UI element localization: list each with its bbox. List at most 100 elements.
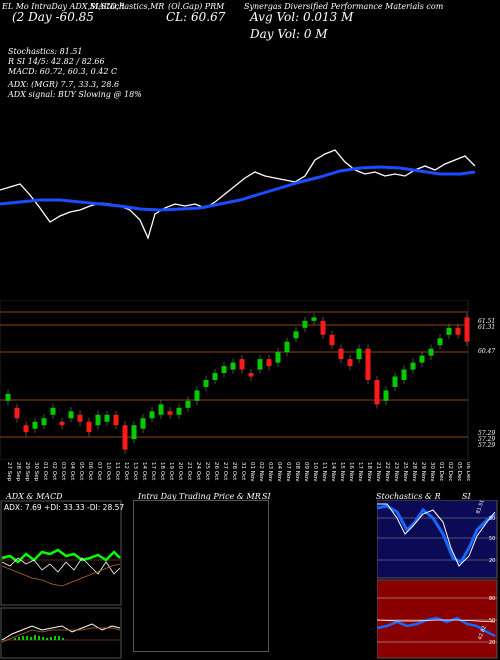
date-label: 26 Oct — [213, 462, 219, 481]
candle-body — [167, 411, 173, 415]
date-label: 28 Oct — [231, 462, 237, 481]
date-label: 02 Dec — [447, 462, 453, 481]
date-label: 27 Oct — [222, 462, 228, 481]
candle-body — [428, 348, 434, 356]
adx-legend: ADX: 7.69 +DI: 33.33 -DI: 28.57 — [4, 503, 125, 512]
date-label: 29 Sep — [24, 462, 30, 482]
date-label: 07 Nov — [285, 462, 291, 482]
date-label: 29 Nov — [420, 462, 426, 482]
rsi-readout: R SI 14/5: 42.82 / 82.66 — [8, 57, 105, 66]
candle-body — [284, 341, 290, 353]
day-volume: Day Vol: 0 M — [250, 27, 328, 41]
price-line — [0, 149, 476, 240]
candle-body — [59, 421, 65, 426]
price-label-6: 57.29 — [478, 442, 496, 449]
date-label: 17 Oct — [150, 462, 156, 481]
intraday-panel — [133, 500, 269, 652]
stoch-panel-title: Stochastics & R — [376, 492, 441, 501]
candle-body — [419, 355, 425, 363]
date-label: 18 Oct — [159, 462, 165, 481]
candle-body — [311, 317, 317, 321]
date-label: 06 Oct — [87, 462, 93, 481]
date-label: 21 Oct — [186, 462, 192, 481]
date-label: 27 Sep — [6, 462, 12, 482]
date-label: 03 Oct — [60, 462, 66, 481]
date-label: 25 Oct — [204, 462, 210, 481]
candle-body — [77, 414, 83, 422]
date-label: 28 Sep — [15, 462, 21, 482]
candle-body — [320, 320, 326, 335]
candle-body — [140, 418, 146, 429]
macd-line — [1, 623, 121, 641]
candle-body — [401, 369, 407, 380]
date-label: 08 Nov — [294, 462, 300, 482]
rsi-scale-20: 20 — [489, 640, 495, 646]
close-price: CL: 60.67 — [166, 10, 226, 24]
date-label: 17 Nov — [357, 462, 363, 482]
candle-body — [455, 327, 461, 335]
stoch-scale-20: 20 — [489, 558, 495, 564]
date-label: 20 Oct — [177, 462, 183, 481]
rsi-line — [377, 616, 496, 638]
date-label: 22 Nov — [384, 462, 390, 482]
candle-body — [158, 404, 164, 415]
macd-histogram — [14, 635, 64, 640]
candle-body — [410, 362, 416, 370]
date-label: 13 Oct — [132, 462, 138, 481]
date-label: 02 Nov — [258, 462, 264, 482]
candle-body — [131, 425, 137, 440]
candle-body — [194, 390, 200, 401]
candle-body — [113, 414, 119, 426]
candle-body — [248, 373, 254, 377]
price-label-3: 60.47 — [478, 348, 496, 355]
stochastics-readout: Stochastics: 81.51 — [8, 47, 83, 56]
candle-body — [23, 425, 29, 433]
header-2day: (2 Day -60.85 — [12, 10, 94, 24]
macd-signal-line — [1, 627, 121, 643]
date-label: 14 Nov — [330, 462, 336, 482]
date-label: 21 Nov — [375, 462, 381, 482]
stoch-value-label: 81.51 — [475, 500, 486, 515]
candle-body — [14, 407, 20, 419]
stoch-scale-50: 50 — [489, 536, 495, 542]
stoch-scale-80: 80 — [489, 516, 495, 522]
candle-body — [356, 348, 362, 360]
header-mid-top: SI,Stochastics,MR — [90, 2, 165, 11]
candle-body — [212, 373, 218, 380]
candlestick-chart — [0, 300, 470, 460]
price-label-2: 61.31 — [478, 324, 496, 331]
adx-panel-title: ADX & MACD — [6, 492, 63, 501]
adx-line — [1, 563, 121, 587]
rsi-signal-line — [377, 619, 496, 623]
date-label: 01 Nov — [249, 462, 255, 482]
price-label-1: 61.51 — [478, 318, 496, 325]
candle-body — [239, 359, 245, 370]
header-center-top: (Ol.Gap) PRM — [168, 2, 225, 11]
date-label: 30 Nov — [429, 462, 435, 482]
date-label: 05 Dec — [456, 462, 462, 481]
candle-body — [5, 393, 11, 401]
candle-body — [275, 352, 281, 363]
date-label: 14 Oct — [141, 462, 147, 481]
stoch-panel-title-right: SI — [462, 492, 471, 501]
avg-volume: Avg Vol: 0.013 M — [250, 10, 354, 24]
date-label: 11 Nov — [321, 462, 327, 482]
date-label: 23 Nov — [393, 462, 399, 482]
moving-average-line — [0, 165, 476, 212]
stoch-rsi-panel: 80 50 20 81.51 80 50 20 42.82 — [377, 500, 498, 659]
date-label: 04 Oct — [69, 462, 75, 481]
candle-body — [203, 380, 209, 387]
candle-body — [68, 411, 74, 419]
date-label: 16 Nov — [348, 462, 354, 482]
date-label: 07 Oct — [96, 462, 102, 481]
price-ma-chart — [0, 149, 476, 240]
macd-readout: MACD: 60.72, 60.3, 0.42 C — [8, 67, 118, 76]
date-label: 19 Oct — [168, 462, 174, 481]
date-label: 11 Oct — [114, 462, 120, 481]
candle-body — [293, 331, 299, 339]
date-label: 10 Nov — [312, 462, 318, 482]
candle-body — [50, 407, 56, 415]
date-label: 30 Sep — [33, 462, 39, 482]
date-label: 24 Oct — [195, 462, 201, 481]
intraday-panel-title-right: SI — [262, 492, 271, 501]
